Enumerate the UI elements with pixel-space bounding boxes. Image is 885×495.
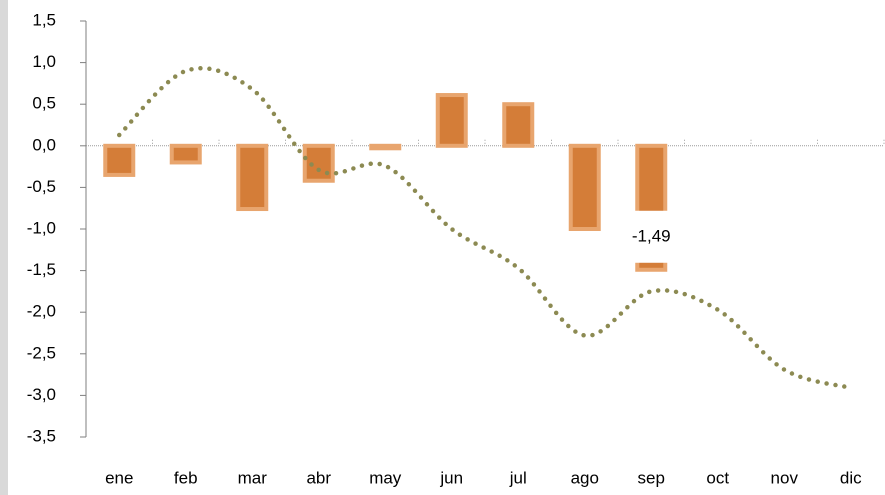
- y-tick-label: -3,5: [27, 426, 56, 445]
- x-tick-label: may: [369, 468, 402, 487]
- y-tick-label: -2,0: [27, 302, 56, 321]
- x-tick-label: sep: [638, 468, 665, 487]
- x-tick-label: nov: [771, 468, 799, 487]
- bar: [435, 93, 468, 148]
- x-tick-label: jun: [439, 468, 463, 487]
- x-tick-label: jul: [509, 468, 527, 487]
- data-label: -1,49: [632, 226, 671, 245]
- y-tick-label: -2,5: [27, 343, 56, 362]
- y-tick-label: 0,0: [32, 135, 56, 154]
- bar: [236, 143, 269, 212]
- x-tick-label: mar: [238, 468, 268, 487]
- bar: [369, 143, 402, 151]
- y-tick-label: 1,5: [32, 10, 56, 29]
- line: [117, 66, 853, 391]
- x-tick-label: dic: [840, 468, 862, 487]
- bar: [103, 143, 136, 177]
- y-tick-label: -1,0: [27, 218, 56, 237]
- x-tick-label: abr: [306, 468, 331, 487]
- bar: [502, 102, 535, 148]
- y-tick-label: 1,0: [32, 52, 56, 71]
- data-label-bg: [625, 210, 678, 263]
- y-tick-label: -0,5: [27, 177, 56, 196]
- x-tick-label: ene: [105, 468, 133, 487]
- x-tick-label: oct: [706, 468, 729, 487]
- side-strip: [0, 0, 8, 495]
- bar: [568, 143, 601, 231]
- x-tick-label: feb: [174, 468, 198, 487]
- bar: [302, 143, 335, 183]
- y-tick-label: 0,5: [32, 94, 56, 113]
- y-tick-label: -3,0: [27, 385, 56, 404]
- bar: [169, 143, 202, 165]
- x-tick-label: ago: [571, 468, 599, 487]
- y-tick-label: -1,5: [27, 260, 56, 279]
